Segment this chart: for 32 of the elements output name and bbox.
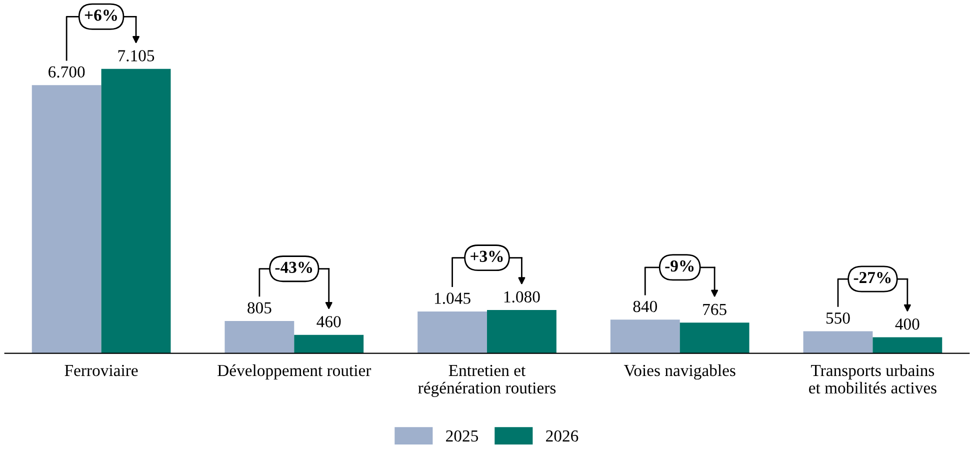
annotation: -27% xyxy=(854,272,891,284)
annotation: -43% xyxy=(275,262,312,274)
bar xyxy=(101,68,171,354)
data-label: 840 xyxy=(633,300,658,312)
data-label: 550 xyxy=(826,312,850,324)
bar xyxy=(803,331,873,354)
x-tick-label: Voies navigables xyxy=(624,364,736,380)
data-label: 765 xyxy=(703,304,726,316)
bar xyxy=(487,310,556,354)
bar xyxy=(418,311,487,354)
data-label: 6.700 xyxy=(48,66,85,78)
text: +6% xyxy=(84,10,117,21)
legend-label: 2025 xyxy=(446,430,478,442)
bar xyxy=(294,334,364,354)
x-tick-label: Ferroviaire xyxy=(64,364,138,376)
data-label: 1.045 xyxy=(435,292,470,304)
x-tick-label: Transports urbains et mobilités actives xyxy=(809,364,936,394)
bar xyxy=(610,320,680,354)
bar xyxy=(680,322,750,354)
bar xyxy=(872,337,942,354)
bar xyxy=(32,85,102,354)
x-tick-label: Entretien et régénération routiers xyxy=(418,364,556,398)
annotation: -9% xyxy=(665,260,694,272)
data-label: 460 xyxy=(316,316,341,328)
bar xyxy=(224,321,294,354)
data-label: 805 xyxy=(248,302,272,314)
data-label: 7.105 xyxy=(118,50,154,62)
legend-label: 2026 xyxy=(546,430,578,442)
annotation: +3% xyxy=(470,250,503,262)
data-label: 400 xyxy=(895,318,920,330)
data-label: 1.080 xyxy=(504,291,540,303)
x-tick-label: Développement routier xyxy=(218,364,372,380)
